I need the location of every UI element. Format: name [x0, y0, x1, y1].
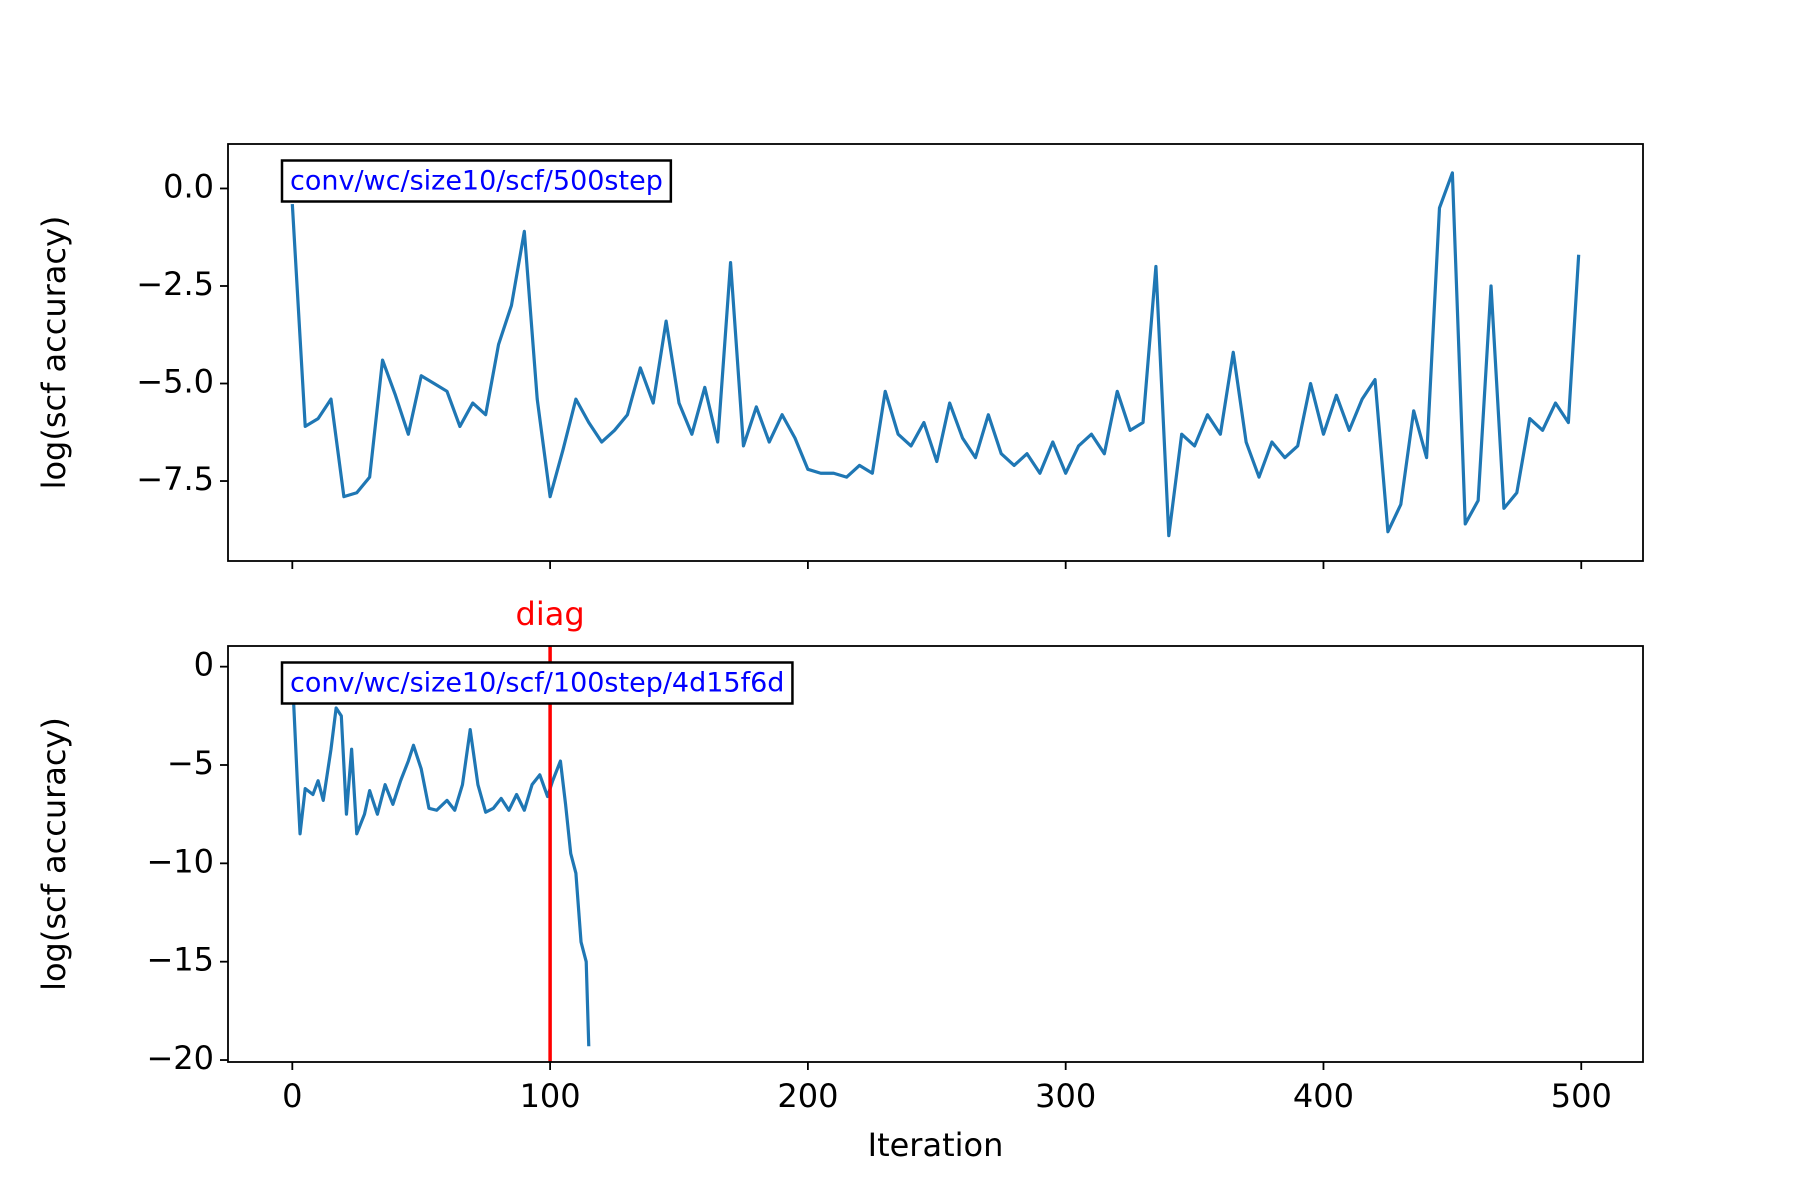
plot-area	[290, 171, 1581, 538]
x-tick-label: 100	[520, 1077, 581, 1115]
annotation: conv/wc/size10/scf/500step	[290, 166, 663, 197]
y-axis-label: log(scf accuracy)	[35, 717, 73, 991]
plot-area	[290, 674, 591, 1047]
y-tick-label: −5	[167, 744, 214, 782]
data-line	[290, 674, 591, 1047]
annotation-box	[280, 159, 673, 203]
y-tick-label: −5.0	[136, 363, 214, 401]
y-tick-label: −20	[146, 1039, 214, 1077]
y-axis-label: log(scf accuracy)	[35, 216, 73, 490]
y-tick-label: 0	[194, 646, 214, 684]
y-tick-label: 0.0	[163, 167, 214, 205]
y-tick-label: −2.5	[136, 265, 214, 303]
x-tick-label: 400	[1293, 1077, 1354, 1115]
x-tick-label: 200	[777, 1077, 838, 1115]
annotation-box	[280, 661, 794, 705]
axes-frame	[227, 645, 1644, 1063]
annotation: conv/wc/size10/scf/100step/4d15f6d	[290, 668, 784, 699]
x-tick-label: 500	[1551, 1077, 1612, 1115]
vline-label: diag	[516, 595, 585, 633]
y-tick-label: −10	[146, 842, 214, 880]
x-axis-label: Iteration	[868, 1126, 1004, 1164]
x-tick-label: 0	[282, 1077, 302, 1115]
y-tick-label: −15	[146, 941, 214, 979]
y-tick-label: −7.5	[136, 460, 214, 498]
x-tick-label: 300	[1035, 1077, 1096, 1115]
axes-frame	[227, 143, 1644, 562]
data-line	[290, 171, 1581, 538]
